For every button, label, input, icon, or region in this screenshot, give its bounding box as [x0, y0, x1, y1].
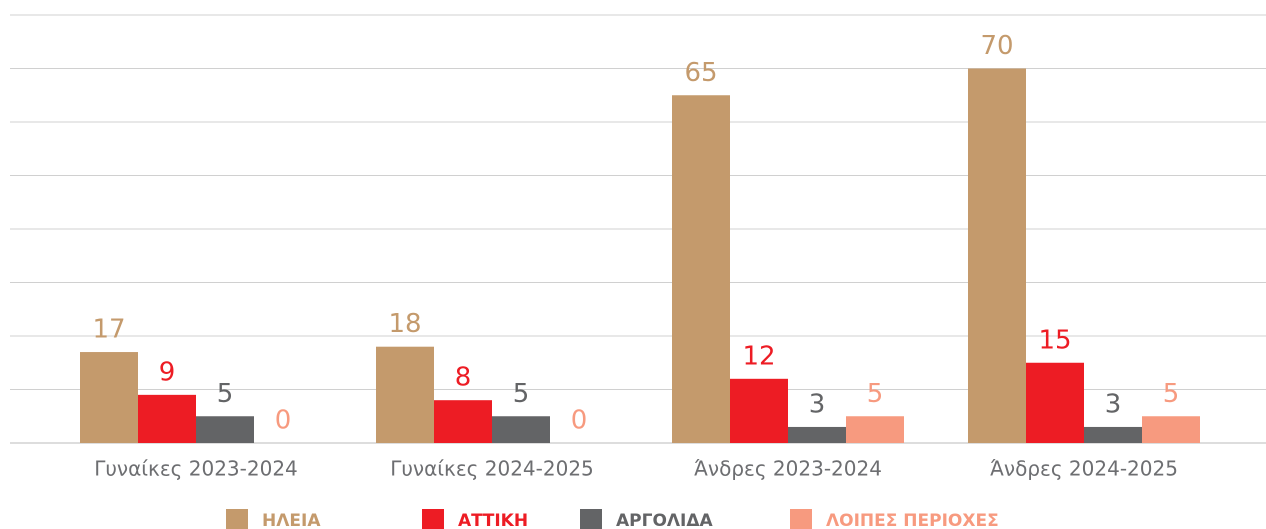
bar — [1084, 426, 1142, 443]
x-tick-label: Άνδρες 2023-2024 — [694, 457, 882, 481]
value-label: 0 — [275, 406, 292, 436]
bar — [376, 346, 434, 443]
value-label: 15 — [1038, 325, 1071, 355]
value-label: 3 — [809, 389, 826, 419]
bar — [672, 95, 730, 443]
bar — [196, 416, 254, 443]
legend-label: ΑΤΤΙΚΗ — [458, 511, 528, 529]
x-tick-label: Γυναίκες 2024-2025 — [390, 457, 594, 481]
bar — [138, 394, 196, 443]
legend-label: ΗΛΕΙΑ — [262, 511, 321, 529]
value-label: 5 — [217, 379, 234, 409]
bar — [80, 352, 138, 443]
bar — [730, 378, 788, 443]
value-label: 65 — [684, 58, 717, 88]
bar — [434, 400, 492, 443]
bar — [968, 68, 1026, 443]
value-label: 9 — [159, 357, 176, 387]
bar — [1026, 362, 1084, 443]
value-label: 8 — [455, 363, 472, 393]
value-label: 0 — [571, 406, 588, 436]
value-label: 5 — [867, 379, 884, 409]
value-label: 5 — [1163, 379, 1180, 409]
x-tick-label: Γυναίκες 2023-2024 — [94, 457, 298, 481]
legend-swatch — [226, 509, 248, 529]
bar — [492, 416, 550, 443]
legend-swatch — [580, 509, 602, 529]
value-label: 3 — [1105, 389, 1122, 419]
value-label: 12 — [742, 341, 775, 371]
value-label: 70 — [980, 31, 1013, 61]
value-label: 17 — [92, 315, 125, 345]
bar — [1142, 416, 1200, 443]
bar — [846, 416, 904, 443]
x-tick-label: Άνδρες 2024-2025 — [990, 457, 1178, 481]
legend-swatch — [790, 509, 812, 529]
legend-swatch — [422, 509, 444, 529]
value-label: 18 — [388, 309, 421, 339]
legend-label: ΛΟΙΠΕΣ ΠΕΡΙΟΧΕΣ — [826, 511, 999, 529]
legend-label: ΑΡΓΟΛΙΔΑ — [616, 511, 714, 529]
bar — [788, 426, 846, 443]
value-label: 5 — [513, 379, 530, 409]
